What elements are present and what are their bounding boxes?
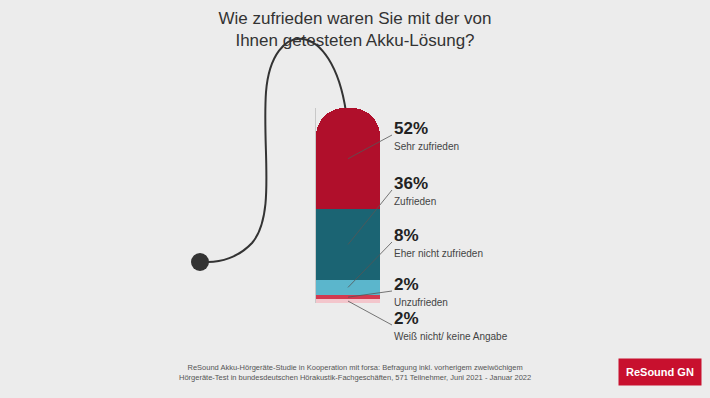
svg-text:52%Sehr zufrieden: 52%Sehr zufrieden <box>394 119 459 152</box>
svg-text:ReSound GN: ReSound GN <box>626 366 694 378</box>
svg-text:2%Unzufrieden: 2%Unzufrieden <box>394 275 448 308</box>
svg-text:2%Weiß nicht/ keine Angabe: 2%Weiß nicht/ keine Angabe <box>394 309 508 342</box>
svg-text:8%Eher nicht zufrieden: 8%Eher nicht zufrieden <box>394 226 483 259</box>
svg-text:36%Zufrieden: 36%Zufrieden <box>394 174 436 207</box>
svg-text:ReSound Akku-Hörgeräte-Studie: ReSound Akku-Hörgeräte-Studie in Koopera… <box>179 363 531 382</box>
svg-text:Wie zufrieden waren Sie mit de: Wie zufrieden waren Sie mit der vonIhnen… <box>218 9 491 50</box>
